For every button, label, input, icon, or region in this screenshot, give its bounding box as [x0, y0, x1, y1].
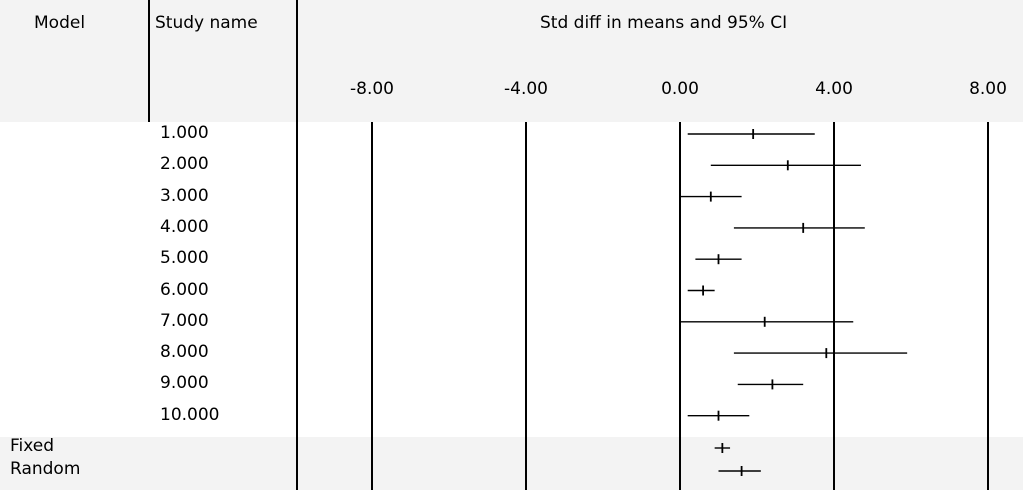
study-name: 5.000: [160, 248, 209, 269]
study-name: 4.000: [160, 216, 209, 237]
x-tick-label: -4.00: [504, 79, 548, 99]
study-name: 6.000: [160, 279, 209, 300]
model-column-header: Model: [34, 13, 86, 33]
study-name: 8.000: [160, 342, 209, 363]
study-name-column-header: Study name: [155, 13, 258, 33]
study-name: 2.000: [160, 154, 209, 175]
model-name: Fixed: [10, 436, 55, 456]
model-column-divider: [148, 0, 150, 122]
study-name: 3.000: [160, 185, 209, 206]
study-name: 7.000: [160, 310, 209, 331]
x-tick-label: 4.00: [815, 79, 853, 99]
x-tick-label: -8.00: [350, 79, 394, 99]
summary-band: [0, 437, 1023, 490]
x-tick-label: 8.00: [969, 79, 1007, 99]
effect-size-column-header: Std diff in means and 95% CI: [540, 13, 788, 33]
x-tick-label: 0.00: [661, 79, 699, 99]
model-name: Random: [10, 459, 81, 479]
study-column-divider: [296, 0, 298, 490]
table-header: [0, 0, 1023, 122]
study-name: 9.000: [160, 373, 209, 394]
study-name: 1.000: [160, 123, 209, 143]
study-name: 10.000: [160, 404, 220, 425]
